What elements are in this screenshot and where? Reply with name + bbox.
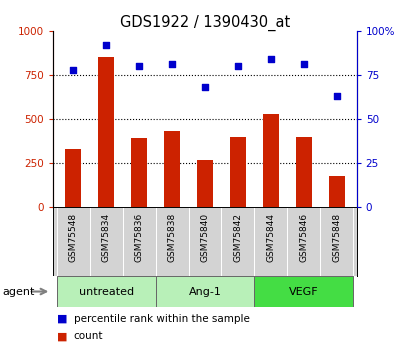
Text: GSM75846: GSM75846 (299, 213, 308, 262)
Bar (98, 57, 114, 207)
Text: GSM75836: GSM75836 (134, 213, 143, 262)
Text: count: count (74, 332, 103, 341)
Point (267, 57, 274, 62)
Text: GSM75844: GSM75844 (266, 213, 275, 262)
Point (201, 85, 208, 90)
Bar (287, 207, 320, 276)
Text: agent: agent (2, 287, 34, 296)
Bar (320, 207, 353, 276)
Bar (295, 137, 311, 207)
Text: GSM75548: GSM75548 (68, 213, 77, 262)
Text: VEGF: VEGF (288, 287, 318, 296)
Text: ■: ■ (57, 314, 68, 324)
Point (169, 62, 175, 67)
Text: percentile rank within the sample: percentile rank within the sample (74, 314, 249, 324)
Bar (229, 137, 246, 207)
Text: GSM75834: GSM75834 (101, 213, 110, 262)
Bar (56, 276, 155, 307)
Bar (254, 207, 287, 276)
Bar (163, 131, 180, 207)
Point (70, 67, 76, 72)
Text: Ang-1: Ang-1 (188, 287, 221, 296)
Bar (65, 149, 81, 207)
Point (103, 42, 109, 48)
Point (300, 62, 306, 67)
Bar (56, 207, 89, 276)
Text: ■: ■ (57, 332, 68, 341)
Bar (328, 176, 344, 207)
Text: GSM75842: GSM75842 (233, 213, 242, 262)
Bar (188, 207, 221, 276)
Bar (155, 207, 188, 276)
Point (333, 93, 339, 99)
Bar (196, 160, 213, 207)
Point (234, 63, 240, 69)
Bar (262, 114, 279, 207)
Text: GSM75848: GSM75848 (332, 213, 341, 262)
Text: untreated: untreated (78, 287, 133, 296)
Bar (130, 138, 147, 207)
Text: GSM75838: GSM75838 (167, 213, 176, 262)
Bar (155, 276, 254, 307)
Bar (122, 207, 155, 276)
Bar (221, 207, 254, 276)
Text: GSM75840: GSM75840 (200, 213, 209, 262)
Title: GDS1922 / 1390430_at: GDS1922 / 1390430_at (119, 15, 290, 31)
Bar (89, 207, 122, 276)
Bar (254, 276, 353, 307)
Point (135, 63, 142, 69)
